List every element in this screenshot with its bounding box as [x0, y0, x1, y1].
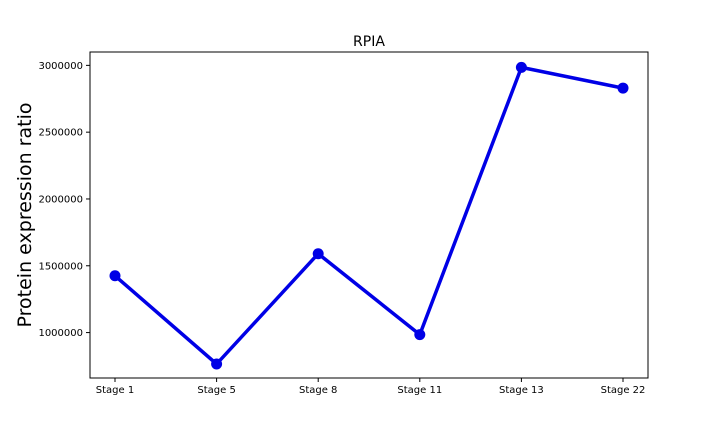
y-tick-label: 3000000: [38, 61, 83, 72]
x-tick-label: Stage 8: [299, 385, 337, 396]
data-point: [312, 248, 324, 260]
series-layer: [109, 61, 629, 370]
x-tick-label: Stage 13: [499, 385, 544, 396]
x-tick-label: Stage 5: [197, 385, 235, 396]
data-point: [617, 82, 629, 94]
data-point: [211, 358, 223, 370]
y-tick-label: 1500000: [38, 261, 83, 272]
x-tick-label: Stage 11: [397, 385, 442, 396]
y-tick-label: 2500000: [38, 128, 83, 139]
x-tick-label: Stage 1: [96, 385, 134, 396]
y-axis: 1000000 1500000 2000000 2500000 3000000: [38, 61, 90, 339]
y-tick-label: 1000000: [38, 328, 83, 339]
data-point: [414, 329, 426, 341]
plot-area: [89, 51, 649, 379]
chart-title: RPIA: [353, 34, 385, 50]
data-point: [109, 270, 121, 282]
data-point: [515, 61, 527, 73]
series-line: [113, 65, 625, 366]
y-tick-label: 2000000: [38, 194, 83, 205]
x-tick-label: Stage 22: [601, 385, 646, 396]
y-axis-label: Protein expression ratio: [14, 103, 36, 328]
x-axis: Stage 1 Stage 5 Stage 8 Stage 11 Stage 13 Sta…: [96, 378, 646, 396]
